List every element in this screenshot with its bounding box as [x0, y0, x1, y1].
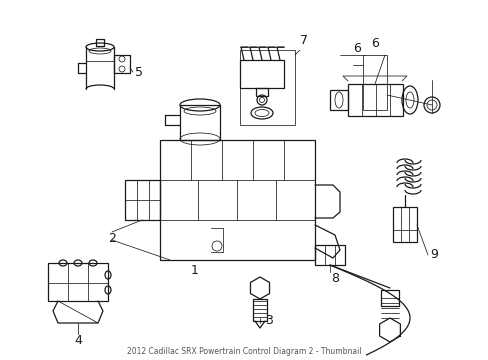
- Bar: [392, 207, 416, 242]
- Bar: [380, 290, 398, 306]
- Bar: [256, 88, 267, 96]
- Bar: [48, 263, 108, 301]
- Bar: [329, 90, 347, 110]
- Bar: [362, 55, 386, 110]
- Text: 8: 8: [330, 271, 338, 284]
- Bar: [347, 84, 402, 116]
- Text: 2: 2: [108, 231, 116, 244]
- Text: 3: 3: [264, 314, 272, 327]
- Text: 6: 6: [370, 37, 378, 50]
- Bar: [252, 299, 266, 321]
- Bar: [240, 50, 294, 125]
- Bar: [240, 60, 284, 88]
- Text: 4: 4: [74, 333, 82, 346]
- Bar: [160, 140, 314, 260]
- Bar: [114, 55, 130, 73]
- Text: 1: 1: [191, 264, 199, 276]
- Bar: [125, 180, 160, 220]
- Text: 9: 9: [429, 248, 437, 261]
- Text: 5: 5: [135, 66, 142, 78]
- Bar: [180, 105, 220, 140]
- Text: 7: 7: [299, 33, 307, 46]
- Bar: [314, 245, 345, 265]
- Text: 6: 6: [352, 41, 360, 54]
- Text: 2012 Cadillac SRX Powertrain Control Diagram 2 - Thumbnail: 2012 Cadillac SRX Powertrain Control Dia…: [126, 347, 361, 356]
